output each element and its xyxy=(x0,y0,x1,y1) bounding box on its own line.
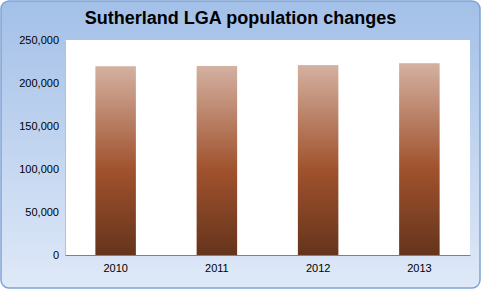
chart-svg: 050,000100,000150,000200,000250,00020102… xyxy=(0,0,481,289)
bar xyxy=(399,63,440,255)
y-tick: 0 xyxy=(53,249,65,261)
x-tick: 2013 xyxy=(407,255,431,274)
y-tick-label: 150,000 xyxy=(19,120,59,132)
y-tick-label: 100,000 xyxy=(19,163,59,175)
chart-container: 050,000100,000150,000200,000250,00020102… xyxy=(0,0,481,289)
chart-background xyxy=(1,1,480,288)
x-tick: 2012 xyxy=(306,255,330,274)
bar xyxy=(95,66,136,255)
x-tick-label: 2012 xyxy=(306,262,330,274)
y-tick-label: 250,000 xyxy=(19,34,59,46)
bars xyxy=(95,63,439,255)
plot-area xyxy=(65,40,470,255)
x-tick-label: 2013 xyxy=(407,262,431,274)
y-axis: 0 50,000 100,000 150,000 200,000 250,000 xyxy=(19,34,65,261)
plot: 050,000100,000150,000200,000250,00020102… xyxy=(19,34,470,274)
x-axis: 2010 2011 2012 2013 xyxy=(66,255,471,274)
y-tick-label: 0 xyxy=(53,249,59,261)
x-axis-line xyxy=(66,255,471,256)
chart-title: Sutherland LGA population changes xyxy=(85,8,396,28)
y-axis-line xyxy=(65,41,66,256)
x-tick-label: 2011 xyxy=(205,262,229,274)
y-tick-label: 50,000 xyxy=(25,206,59,218)
y-tick: 200,000 xyxy=(19,77,65,89)
y-tick: 50,000 xyxy=(25,206,65,218)
y-tick: 100,000 xyxy=(19,163,65,175)
bar xyxy=(298,65,339,255)
y-tick-label: 200,000 xyxy=(19,77,59,89)
x-tick: 2010 xyxy=(103,255,127,274)
x-tick-label: 2010 xyxy=(103,262,127,274)
y-tick: 150,000 xyxy=(19,120,65,132)
y-tick: 250,000 xyxy=(19,34,65,46)
x-tick: 2011 xyxy=(205,255,229,274)
bar xyxy=(197,66,238,255)
